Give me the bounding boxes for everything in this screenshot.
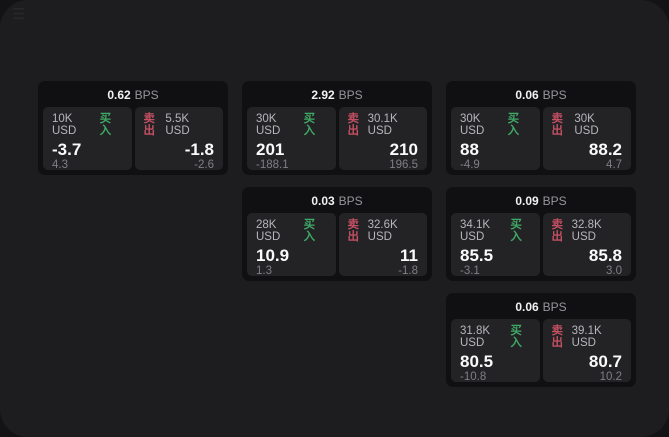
buy-price: 80.5 [460,352,494,371]
buy-delta: -188.1 [256,158,289,171]
sell-side-label: 卖出 [347,219,360,243]
bps-unit: BPS [338,194,363,208]
sell-amount-label: 30K USD [574,113,599,137]
sell-tile[interactable]: 卖出 30.1K USD 210 196.5 [338,107,427,171]
buy-tile[interactable]: 30K USD 买入 201 -188.1 [247,107,336,170]
sell-amount-label: 5.5K USD [165,113,190,137]
buy-side-label: 买入 [507,113,520,137]
buy-delta: -10.8 [460,370,487,383]
buy-side-label: 买入 [303,113,316,137]
buy-amount-label: 30K USD [256,113,281,137]
sell-side-label: 卖出 [551,113,564,137]
buy-tile[interactable]: 31.8K USD 买入 80.5 -10.8 [451,319,540,382]
bps-value: 0.06 [515,88,539,102]
card-body: 34.1K USD 买入 85.5 -3.1 卖出 32.8K USD 85.8… [446,213,636,276]
sell-amount-label: 32.8K USD [571,219,602,243]
card-body: 31.8K USD 买入 80.5 -10.8 卖出 39.1K USD 80.… [446,319,636,382]
sell-side-label: 卖出 [347,113,360,137]
buy-price: 201 [256,140,285,159]
bps-value: 0.09 [515,194,539,208]
sell-amount-label: 39.1K USD [571,325,602,349]
quote-card: 0.06 BPS 30K USD 买入 88 -4.9 卖出 30K USD 8… [446,81,636,175]
buy-amount-label: 28K USD [256,219,281,243]
sell-side-label: 卖出 [551,325,564,349]
bps-unit: BPS [134,88,159,102]
card-body: 30K USD 买入 201 -188.1 卖出 30.1K USD 210 1… [242,107,432,170]
quote-card: 0.62 BPS 10K USD 买入 -3.7 4.3 卖出 5.5K USD… [38,81,228,175]
buy-tile[interactable]: 30K USD 买入 88 -4.9 [451,107,540,170]
card-body: 10K USD 买入 -3.7 4.3 卖出 5.5K USD -1.8 -2.… [38,107,228,170]
quote-card: 0.03 BPS 28K USD 买入 10.9 1.3 卖出 32.6K US… [242,187,432,281]
bps-unit: BPS [338,88,363,102]
buy-delta: 4.3 [52,158,68,171]
card-header: 2.92 BPS [242,81,432,107]
buy-side-label: 买入 [99,113,112,137]
card-header: 0.06 BPS [446,81,636,107]
bps-value: 2.92 [311,88,335,102]
sell-price: 11 [400,246,418,265]
card-header: 0.62 BPS [38,81,228,107]
sell-delta: 4.7 [606,158,622,171]
menu-icon[interactable]: ☰ [12,6,26,23]
sell-side-label: 卖出 [551,219,564,243]
buy-delta: 1.3 [256,264,272,277]
buy-amount-label: 10K USD [52,113,77,137]
sell-price: 80.7 [588,352,622,371]
sell-amount-label: 30.1K USD [367,113,398,137]
sell-delta: -1.8 [398,264,418,277]
sell-price: 210 [389,140,418,159]
sell-tile[interactable]: 卖出 30K USD 88.2 4.7 [542,107,631,171]
card-header: 0.09 BPS [446,187,636,213]
buy-delta: -3.1 [460,264,480,277]
sell-tile[interactable]: 卖出 5.5K USD -1.8 -2.6 [134,107,223,171]
buy-tile[interactable]: 28K USD 买入 10.9 1.3 [247,213,336,276]
buy-delta: -4.9 [460,158,480,171]
buy-amount-label: 31.8K USD [460,325,491,349]
bps-value: 0.06 [515,300,539,314]
sell-amount-label: 32.6K USD [367,219,398,243]
sell-price: 85.8 [588,246,622,265]
sell-tile[interactable]: 卖出 32.8K USD 85.8 3.0 [542,213,631,277]
sell-price: 88.2 [588,140,622,159]
sell-side-label: 卖出 [143,113,156,137]
sell-delta: 3.0 [606,264,622,277]
buy-side-label: 买入 [510,325,522,349]
bps-unit: BPS [542,194,567,208]
bps-value: 0.62 [107,88,131,102]
buy-price: -3.7 [52,140,82,159]
sell-tile[interactable]: 卖出 32.6K USD 11 -1.8 [338,213,427,277]
quote-card: 0.06 BPS 31.8K USD 买入 80.5 -10.8 卖出 39.1… [446,293,636,387]
card-header: 0.03 BPS [242,187,432,213]
bps-unit: BPS [542,300,567,314]
card-header: 0.06 BPS [446,293,636,319]
card-body: 28K USD 买入 10.9 1.3 卖出 32.6K USD 11 -1.8 [242,213,432,276]
bps-unit: BPS [542,88,567,102]
buy-side-label: 买入 [510,219,522,243]
sell-delta: -2.6 [194,158,214,171]
sell-delta: 196.5 [389,158,418,171]
buy-side-label: 买入 [303,219,316,243]
buy-price: 10.9 [256,246,290,265]
sell-delta: 10.2 [599,370,622,383]
buy-price: 85.5 [460,246,494,265]
quote-card: 2.92 BPS 30K USD 买入 201 -188.1 卖出 30.1K … [242,81,432,175]
card-body: 30K USD 买入 88 -4.9 卖出 30K USD 88.2 4.7 [446,107,636,170]
bps-value: 0.03 [311,194,335,208]
quote-card: 0.09 BPS 34.1K USD 买入 85.5 -3.1 卖出 32.8K… [446,187,636,281]
buy-tile[interactable]: 10K USD 买入 -3.7 4.3 [43,107,132,170]
buy-amount-label: 30K USD [460,113,485,137]
buy-tile[interactable]: 34.1K USD 买入 85.5 -3.1 [451,213,540,276]
buy-price: 88 [460,140,479,159]
sell-tile[interactable]: 卖出 39.1K USD 80.7 10.2 [542,319,631,383]
buy-amount-label: 34.1K USD [460,219,491,243]
sell-price: -1.8 [184,140,214,159]
